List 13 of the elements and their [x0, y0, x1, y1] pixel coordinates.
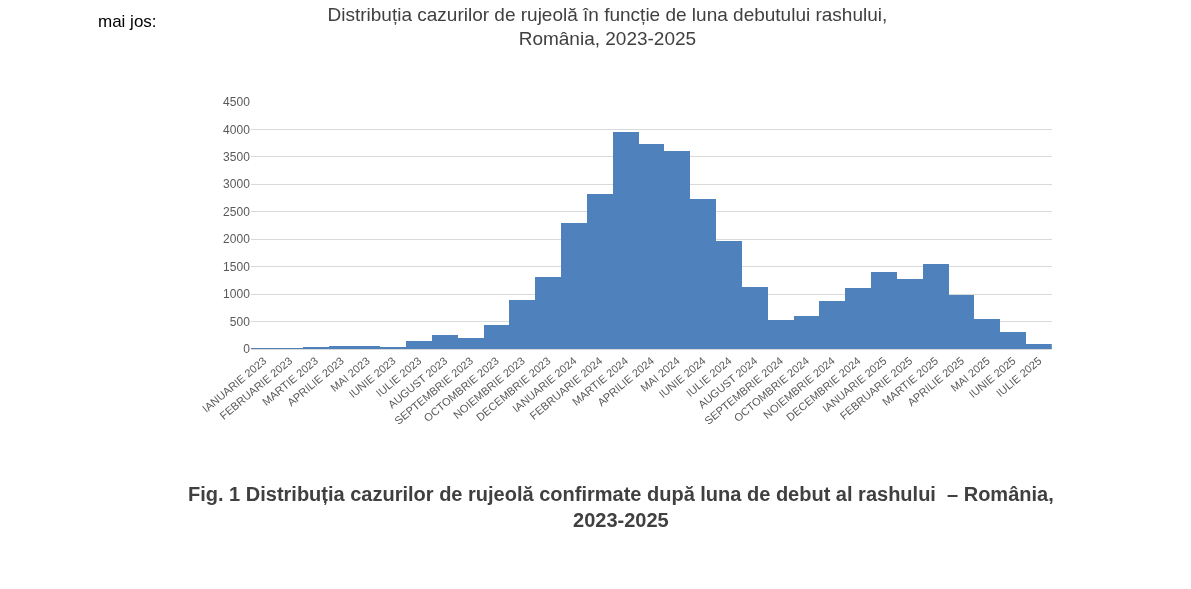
y-tick-label: 3500 [223, 150, 251, 165]
y-tick-label: 3000 [223, 177, 251, 192]
chart-title: Distribuția cazurilor de rujeolă în funcție de luna debutului rashului, România, 2023-2025 [327, 3, 888, 50]
y-tick-label: 4000 [223, 122, 251, 137]
y-tick-label: 500 [229, 314, 251, 329]
y-tick-label: 2500 [223, 204, 251, 219]
y-tick-label: 2000 [223, 232, 251, 247]
y-tick-label: 4500 [223, 95, 251, 110]
y-tick-label: 1000 [223, 287, 251, 302]
y-tick-label: 1500 [223, 259, 251, 274]
caption: Fig. 1 Distribuția cazurilor de rujeolă confirmate după luna de debut al rashului – România, 2023-2025 [188, 483, 1054, 531]
y-tick-label: 0 [243, 342, 251, 357]
text: mai jos: [98, 12, 157, 31]
